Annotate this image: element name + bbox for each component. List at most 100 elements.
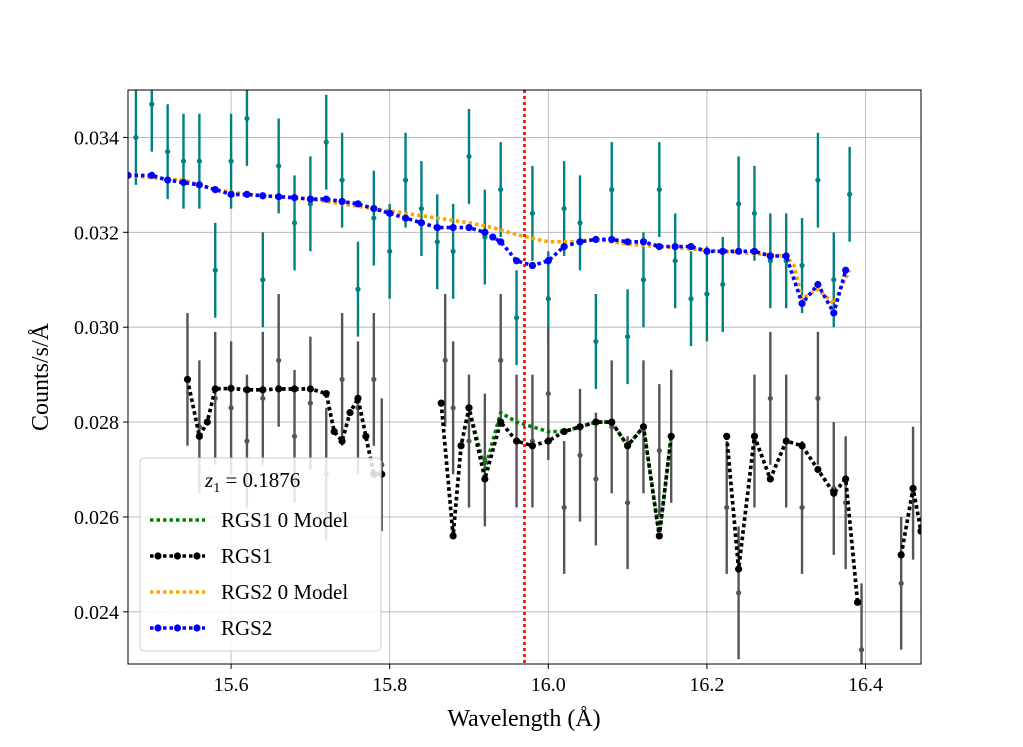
rgs2-marker <box>592 235 600 244</box>
rgs1-marker <box>853 598 862 606</box>
rgs2-data-point <box>736 201 742 207</box>
rgs1-data-point <box>736 590 742 596</box>
legend-marker <box>193 552 201 560</box>
rgs2-marker <box>671 242 679 251</box>
rgs2-data-point <box>355 286 361 292</box>
rgs2-marker <box>148 171 156 179</box>
rgs1-0-model-line <box>899 486 921 556</box>
rgs1-data-point <box>228 405 234 411</box>
rgs2-marker <box>703 247 711 255</box>
rgs2-data-point <box>196 158 202 164</box>
rgs1-data-point <box>260 395 266 401</box>
rgs2-data-point <box>133 134 139 141</box>
rgs1-data-point <box>529 438 536 444</box>
rgs2-data-point <box>418 205 425 212</box>
rgs2-data-point <box>402 177 409 183</box>
rgs2-marker <box>322 195 330 203</box>
legend-label: RGS1 <box>221 544 272 568</box>
rgs1-marker <box>639 423 648 431</box>
rgs2-marker <box>128 171 132 179</box>
x-axis-label: Wavelength (Å) <box>447 706 600 732</box>
rgs2-marker <box>481 228 489 236</box>
rgs1-marker <box>623 442 632 450</box>
rgs2-marker <box>576 238 584 246</box>
y-tick-label: 0.030 <box>74 317 119 339</box>
rgs2-data-point <box>339 177 345 183</box>
legend-label: RGS1 0 Model <box>221 508 348 532</box>
rgs2-marker <box>417 219 426 227</box>
rgs1-marker <box>735 565 743 573</box>
rgs2-data-point <box>831 277 837 283</box>
rgs2-data-point <box>815 177 821 183</box>
rgs2-data-point <box>387 248 393 254</box>
rgs2-data-point <box>751 210 758 216</box>
rgs2-data-point <box>180 158 187 164</box>
rgs1-marker <box>290 385 299 393</box>
rgs2-marker <box>750 247 759 255</box>
rgs2-data-point <box>371 215 377 221</box>
rgs1-marker <box>449 532 457 540</box>
legend-marker <box>173 552 182 560</box>
rgs2-marker <box>489 233 497 241</box>
rgs2-data-point <box>656 187 662 193</box>
rgs1-marker <box>243 386 251 394</box>
rgs1-marker <box>750 432 759 440</box>
rgs2-marker <box>560 242 568 251</box>
rgs2-marker <box>465 223 473 232</box>
rgs1-marker <box>322 390 330 398</box>
y-tick-label: 0.026 <box>74 507 119 529</box>
y-tick-label: 0.028 <box>74 412 119 434</box>
rgs2-marker <box>338 197 346 206</box>
rgs2-marker <box>830 309 838 317</box>
rgs1-marker <box>497 418 505 426</box>
rgs1-data-point <box>276 357 282 363</box>
rgs1-marker <box>211 385 219 393</box>
rgs1-data-point <box>724 504 730 511</box>
rgs2-marker <box>608 235 616 244</box>
rgs2-data-point <box>609 187 615 193</box>
rgs1-line <box>724 434 860 603</box>
rgs1-marker <box>814 465 822 474</box>
rgs2-marker <box>687 242 695 251</box>
rgs2-marker <box>179 178 188 187</box>
rgs2-marker <box>290 194 299 202</box>
rgs1-data-point <box>561 504 567 511</box>
rgs2-data-point <box>720 281 726 288</box>
rgs2-marker <box>211 186 219 194</box>
legend-box <box>139 457 382 652</box>
rgs1-line <box>185 379 382 477</box>
rgs1-marker <box>830 489 838 497</box>
rgs2-marker <box>195 181 203 189</box>
rgs1-marker <box>798 442 806 450</box>
plot-data <box>128 90 921 664</box>
rgs2-marker <box>735 247 743 255</box>
rgs1-marker <box>528 442 537 450</box>
rgs1-data-point <box>371 376 377 382</box>
rgs2-data-point <box>212 267 218 273</box>
rgs1-data-point <box>593 476 599 482</box>
legend-marker <box>154 624 162 632</box>
rgs2-marker <box>623 238 632 246</box>
rgs1-data-point <box>498 357 504 363</box>
rgs1-marker <box>437 399 445 407</box>
rgs1-marker <box>346 408 354 417</box>
legend-marker <box>173 624 182 632</box>
rgs2-marker <box>814 280 822 289</box>
rgs1-marker <box>544 437 552 445</box>
rgs1-0-model-line <box>439 402 673 538</box>
rgs1-marker <box>576 423 584 431</box>
rgs2-data-point <box>799 262 805 269</box>
rgs1-marker <box>183 375 192 383</box>
rgs1-marker <box>897 551 905 559</box>
rgs2-data-point <box>767 258 773 264</box>
legend-marker <box>193 624 201 632</box>
legend-title-sub: 1 <box>213 481 220 496</box>
rgs1-data-point <box>339 376 345 382</box>
rgs1-marker <box>227 384 235 392</box>
rgs1-marker <box>338 437 346 445</box>
rgs2-data-point <box>276 163 282 169</box>
rgs2-marker <box>164 176 172 184</box>
rgs2-data-point <box>704 291 710 297</box>
legend: z1 = 0.1876 RGS1 0 Model RGS1 RGS2 0 Model… <box>139 457 382 652</box>
rgs2-marker <box>528 261 537 270</box>
